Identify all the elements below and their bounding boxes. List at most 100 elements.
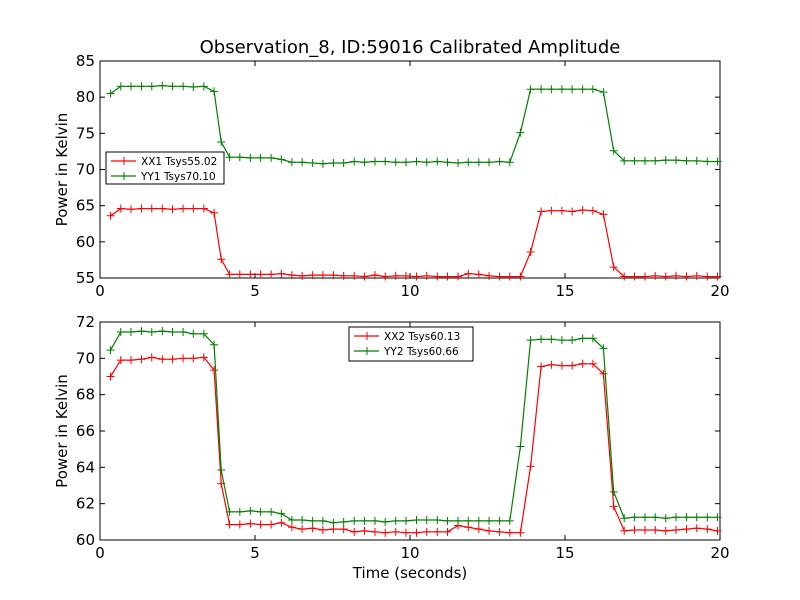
y-tick-label: 64 bbox=[76, 458, 95, 476]
data-point bbox=[318, 526, 327, 535]
data-point bbox=[137, 355, 146, 364]
data-point bbox=[661, 156, 670, 165]
data-point bbox=[217, 138, 226, 147]
data-point bbox=[256, 520, 265, 529]
y-tick-label: 70 bbox=[76, 349, 95, 367]
data-point bbox=[287, 271, 296, 280]
data-point bbox=[422, 271, 431, 280]
data-point bbox=[339, 158, 348, 167]
data-point bbox=[225, 520, 234, 529]
data-point bbox=[127, 327, 135, 336]
data-point bbox=[339, 517, 348, 526]
data-point bbox=[630, 526, 639, 535]
data-point bbox=[537, 362, 546, 371]
x-tick-label: 5 bbox=[250, 282, 260, 300]
y-tick-label: 65 bbox=[76, 197, 95, 215]
data-point bbox=[505, 158, 514, 167]
data-point bbox=[147, 327, 156, 336]
data-point bbox=[329, 518, 338, 527]
data-point bbox=[246, 519, 255, 528]
data-point bbox=[516, 528, 525, 537]
data-point bbox=[287, 158, 296, 167]
x-tick-label: 15 bbox=[555, 544, 574, 562]
y-tick-label: 70 bbox=[76, 161, 95, 179]
data-point bbox=[246, 270, 255, 279]
data-point bbox=[547, 335, 556, 344]
data-point bbox=[671, 156, 680, 165]
data-point bbox=[516, 128, 525, 137]
data-point bbox=[199, 353, 208, 362]
data-point bbox=[391, 158, 400, 167]
data-point bbox=[267, 153, 276, 162]
y-axis-label: Power in Kelvin bbox=[53, 113, 71, 227]
data-point bbox=[210, 87, 219, 96]
data-point bbox=[578, 359, 587, 368]
data-point bbox=[298, 158, 307, 167]
series-line bbox=[110, 207, 718, 278]
data-point bbox=[298, 525, 307, 534]
data-point bbox=[147, 204, 156, 213]
data-point bbox=[370, 157, 379, 166]
data-point bbox=[713, 157, 722, 166]
data-point bbox=[360, 272, 369, 281]
x-tick-label: 20 bbox=[710, 544, 729, 562]
data-point bbox=[199, 204, 208, 213]
data-point bbox=[235, 507, 244, 516]
data-point bbox=[277, 509, 286, 518]
data-point bbox=[199, 82, 208, 91]
data-point bbox=[179, 354, 188, 363]
data-point bbox=[168, 355, 177, 364]
data-point bbox=[651, 513, 660, 522]
legend-marker bbox=[363, 347, 371, 355]
data-point bbox=[370, 271, 379, 280]
data-point bbox=[298, 271, 307, 280]
y-axis-label: Power in Kelvin bbox=[53, 374, 71, 488]
data-point bbox=[640, 526, 649, 535]
data-point bbox=[547, 360, 556, 369]
data-point bbox=[168, 82, 177, 91]
legend-marker bbox=[363, 332, 371, 340]
data-point bbox=[246, 506, 255, 515]
y-tick-label: 75 bbox=[76, 124, 95, 142]
legend-marker bbox=[120, 157, 128, 165]
data-point bbox=[505, 528, 514, 537]
data-point bbox=[454, 516, 463, 525]
data-point bbox=[568, 361, 577, 370]
data-point bbox=[651, 271, 660, 280]
data-point bbox=[474, 525, 483, 534]
data-point bbox=[179, 82, 188, 91]
legend-label: YY2 Tsys60.66 bbox=[383, 346, 459, 358]
data-point bbox=[106, 89, 115, 98]
data-point bbox=[350, 516, 359, 525]
data-point bbox=[578, 85, 587, 94]
data-point bbox=[599, 369, 608, 378]
data-point bbox=[116, 82, 125, 91]
data-point bbox=[158, 355, 167, 364]
data-point bbox=[298, 516, 307, 525]
data-point bbox=[495, 272, 504, 281]
data-point bbox=[609, 146, 618, 155]
chart-title: Observation_8, ID:59016 Calibrated Ampli… bbox=[200, 37, 621, 58]
x-tick-label: 10 bbox=[400, 544, 419, 562]
data-point bbox=[225, 270, 234, 279]
data-point bbox=[661, 514, 670, 523]
data-point bbox=[620, 514, 629, 523]
data-point bbox=[267, 270, 276, 279]
data-point bbox=[495, 516, 504, 525]
data-point bbox=[640, 272, 649, 281]
data-point bbox=[547, 85, 556, 94]
series-line bbox=[109, 356, 718, 534]
data-point bbox=[401, 158, 410, 167]
data-point bbox=[474, 158, 483, 167]
data-point bbox=[568, 207, 577, 216]
data-point bbox=[661, 526, 670, 535]
data-point bbox=[225, 153, 234, 162]
data-point bbox=[588, 359, 597, 368]
data-point bbox=[412, 516, 421, 525]
data-point bbox=[464, 158, 473, 167]
y-tick-label: 72 bbox=[76, 313, 95, 331]
data-point bbox=[443, 158, 452, 167]
data-point bbox=[682, 156, 691, 165]
data-point bbox=[189, 329, 198, 338]
